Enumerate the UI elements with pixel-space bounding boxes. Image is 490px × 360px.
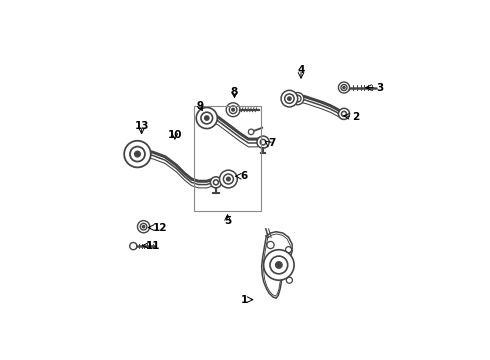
Text: 9: 9	[196, 100, 203, 111]
Circle shape	[124, 141, 151, 167]
Circle shape	[248, 129, 254, 135]
Circle shape	[227, 177, 230, 181]
Text: 1: 1	[241, 294, 248, 305]
Text: 7: 7	[268, 138, 275, 148]
Text: 4: 4	[297, 64, 305, 75]
Circle shape	[341, 85, 347, 91]
Circle shape	[286, 277, 293, 283]
Circle shape	[138, 221, 149, 233]
Circle shape	[130, 243, 137, 250]
Circle shape	[342, 84, 349, 91]
Text: 13: 13	[134, 121, 149, 131]
Text: 12: 12	[153, 222, 167, 233]
Circle shape	[223, 174, 233, 184]
Circle shape	[201, 112, 213, 124]
Circle shape	[260, 139, 266, 145]
Circle shape	[339, 108, 349, 120]
Text: 6: 6	[240, 171, 247, 181]
Circle shape	[232, 108, 235, 111]
Circle shape	[342, 111, 346, 116]
Bar	[195, 105, 261, 211]
Circle shape	[140, 223, 147, 230]
Circle shape	[130, 147, 145, 162]
Circle shape	[339, 82, 349, 93]
Circle shape	[229, 106, 237, 114]
Circle shape	[210, 177, 221, 188]
Text: 10: 10	[168, 130, 182, 140]
Circle shape	[288, 97, 291, 100]
Circle shape	[135, 152, 140, 157]
Text: 3: 3	[376, 82, 383, 93]
Text: 5: 5	[224, 216, 231, 226]
Circle shape	[292, 93, 304, 105]
Circle shape	[214, 180, 219, 185]
Circle shape	[220, 170, 237, 188]
Circle shape	[281, 90, 298, 107]
Circle shape	[294, 95, 301, 102]
Text: 2: 2	[352, 112, 360, 122]
Circle shape	[286, 247, 292, 253]
Circle shape	[257, 136, 269, 148]
Circle shape	[276, 262, 282, 268]
Circle shape	[270, 256, 288, 274]
Circle shape	[264, 250, 294, 280]
Text: 11: 11	[146, 240, 160, 251]
Circle shape	[285, 94, 294, 103]
Circle shape	[205, 116, 209, 120]
Circle shape	[196, 108, 217, 129]
Circle shape	[226, 103, 240, 117]
Circle shape	[143, 226, 145, 228]
Circle shape	[343, 86, 345, 89]
Text: 8: 8	[231, 87, 238, 97]
Circle shape	[267, 242, 274, 249]
